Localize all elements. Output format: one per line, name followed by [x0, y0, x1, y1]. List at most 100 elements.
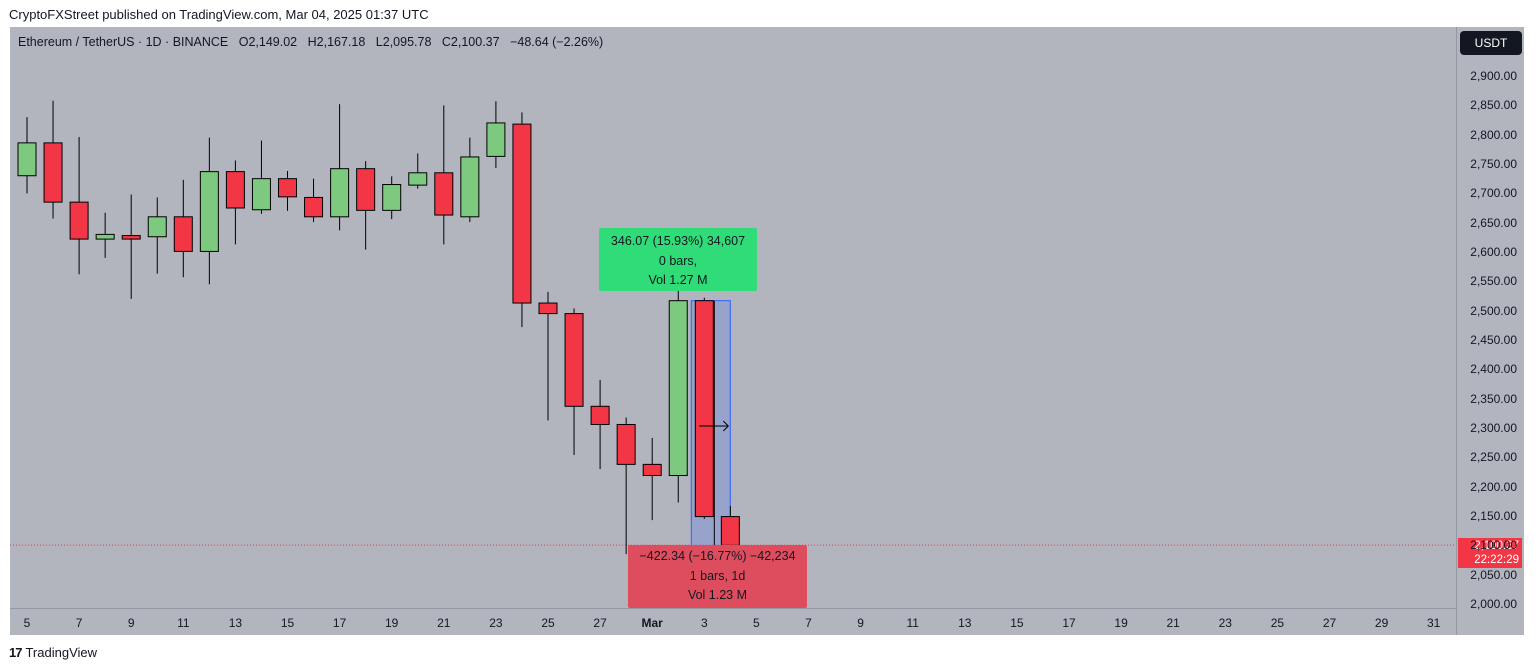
- candle-body: [486, 122, 506, 157]
- candle-body: [173, 216, 193, 252]
- y-tick-label: 2,500.00: [1470, 303, 1517, 318]
- x-tick-label: 27: [1322, 616, 1337, 630]
- y-tick-label: 2,550.00: [1470, 274, 1517, 289]
- measure-down-volume: Vol 1.23 M: [687, 588, 748, 602]
- bullish-candle: [408, 153, 428, 189]
- measure-down-label[interactable]: −422.34 (−16.77%) −42,234 1 bars, 1d Vol…: [628, 545, 807, 608]
- symbol-legend: Ethereum / TetherUS · 1D · BINANCE O2,14…: [18, 35, 610, 49]
- bullish-candle: [95, 212, 115, 258]
- candle-body: [616, 423, 636, 465]
- x-tick-label: 17: [1062, 616, 1076, 630]
- y-tick-label: 2,800.00: [1470, 127, 1517, 142]
- bearish-candle: [694, 297, 714, 519]
- x-tick-label: 13: [228, 616, 243, 630]
- measure-up-label[interactable]: 346.07 (15.93%) 34,607 0 bars, Vol 1.27 …: [599, 228, 757, 291]
- candle-body: [278, 178, 297, 198]
- high-value: H2,167.18: [307, 35, 366, 49]
- x-tick-label: 13: [958, 616, 972, 630]
- y-tick-label: 2,900.00: [1470, 69, 1517, 83]
- candle-body: [408, 172, 428, 186]
- bullish-candle: [460, 137, 480, 223]
- y-tick-label: 2,600.00: [1470, 245, 1517, 259]
- x-tick-label: 7: [75, 616, 83, 630]
- x-tick-label: 3: [700, 616, 708, 630]
- plot-area[interactable]: Ethereum / TetherUS · 1D · BINANCE O2,14…: [10, 27, 1456, 608]
- y-tick-label: 2,650.00: [1470, 215, 1517, 230]
- bullish-candle: [668, 280, 688, 503]
- bearish-candle: [356, 161, 376, 250]
- candle-body: [460, 156, 480, 218]
- bearish-candle: [538, 291, 558, 421]
- candle-body: [668, 300, 688, 477]
- candle-body: [95, 233, 115, 240]
- price-axis[interactable]: USDT 2,100.37 22:22:29 2,000.00 2,050.00 2…: [1456, 27, 1525, 635]
- currency-button[interactable]: USDT: [1460, 31, 1522, 55]
- bearish-candle: [642, 437, 662, 521]
- x-tick-label: 11: [177, 616, 190, 630]
- x-tick-label: 17: [332, 616, 347, 630]
- y-tick-label: 2,050.00: [1470, 567, 1517, 582]
- candle-body: [199, 171, 219, 252]
- candle-body: [69, 201, 89, 240]
- measure-up-bars: 0 bars,: [658, 253, 698, 268]
- candle-body: [17, 142, 37, 177]
- chart-frame[interactable]: Ethereum / TetherUS · 1D · BINANCE O2,14…: [10, 27, 1524, 635]
- candle-body: [434, 172, 454, 216]
- y-tick-label: 2,200.00: [1470, 479, 1517, 494]
- bearish-candle: [69, 137, 89, 275]
- bearish-candle: [304, 178, 324, 223]
- candlestick-plot[interactable]: [10, 27, 1456, 608]
- last-price-badge: 2,100.37 22:22:29: [1458, 538, 1522, 568]
- candle-body: [512, 123, 532, 304]
- y-tick-label: 2,700.00: [1470, 186, 1517, 201]
- publisher-caption: CryptoFXStreet published on TradingView.…: [9, 7, 429, 22]
- bullish-candle: [17, 117, 37, 194]
- bullish-candle: [147, 197, 167, 274]
- symbol-name[interactable]: Ethereum / TetherUS · 1D · BINANCE: [18, 35, 229, 49]
- candle-body: [538, 302, 558, 315]
- x-tick-label: 31: [1427, 616, 1441, 630]
- x-tick-label: 21: [1166, 616, 1180, 630]
- candle-body: [330, 168, 350, 218]
- bearish-candle: [590, 379, 610, 470]
- x-tick-label: 11: [906, 616, 919, 630]
- x-tick-label: 19: [1114, 616, 1128, 630]
- bullish-candle: [251, 140, 271, 214]
- candle-body: [147, 216, 167, 238]
- bearish-candle: [434, 105, 454, 245]
- measure-down-change: −422.34 (−16.77%) −42,234: [639, 549, 796, 563]
- bullish-candle: [199, 137, 219, 285]
- time-axis[interactable]: 5 7 9 11 13 15 17 19 21 23 25 27 Mar 3 5 7 9 11 13 15 17 19 21…: [10, 608, 1456, 636]
- y-tick-label: 2,000.00: [1470, 597, 1517, 611]
- candle-body: [720, 516, 740, 546]
- bearish-candle: [121, 194, 141, 299]
- measure-time-arrowhead: [722, 420, 730, 432]
- y-tick-label: 2,250.00: [1470, 450, 1517, 465]
- bearish-candle: [564, 308, 584, 455]
- y-tick-label: 2,850.00: [1470, 98, 1517, 113]
- x-tick-label: 25: [541, 616, 555, 630]
- open-value: O2,149.02: [238, 35, 298, 49]
- x-tick-label: 29: [1374, 616, 1389, 630]
- y-tick-label: 2,100.00: [1470, 538, 1517, 553]
- candle-body: [43, 142, 63, 203]
- x-tick-label: 9: [857, 616, 864, 630]
- bearish-candle: [173, 179, 193, 278]
- candle-body: [225, 171, 245, 209]
- candle-body: [121, 235, 141, 240]
- x-tick-label: 19: [385, 616, 399, 630]
- tradingview-logo[interactable]: 17 TradingView: [9, 645, 97, 660]
- candle-body: [382, 184, 402, 211]
- tradingview-logo-text: TradingView: [25, 645, 98, 660]
- close-value: C2,100.37: [441, 35, 500, 49]
- y-tick-label: 2,400.00: [1470, 362, 1517, 377]
- measure-up-change: 346.07 (15.93%) 34,607: [610, 234, 746, 248]
- bearish-candle: [616, 417, 636, 555]
- bearish-candle: [720, 506, 740, 548]
- x-tick-label: 15: [280, 616, 295, 630]
- bullish-candle: [382, 176, 402, 220]
- y-tick-label: 2,350.00: [1470, 391, 1517, 406]
- y-tick-label: 2,300.00: [1470, 421, 1517, 435]
- measure-up-volume: Vol 1.27 M: [648, 273, 708, 287]
- candle-body: [642, 463, 662, 477]
